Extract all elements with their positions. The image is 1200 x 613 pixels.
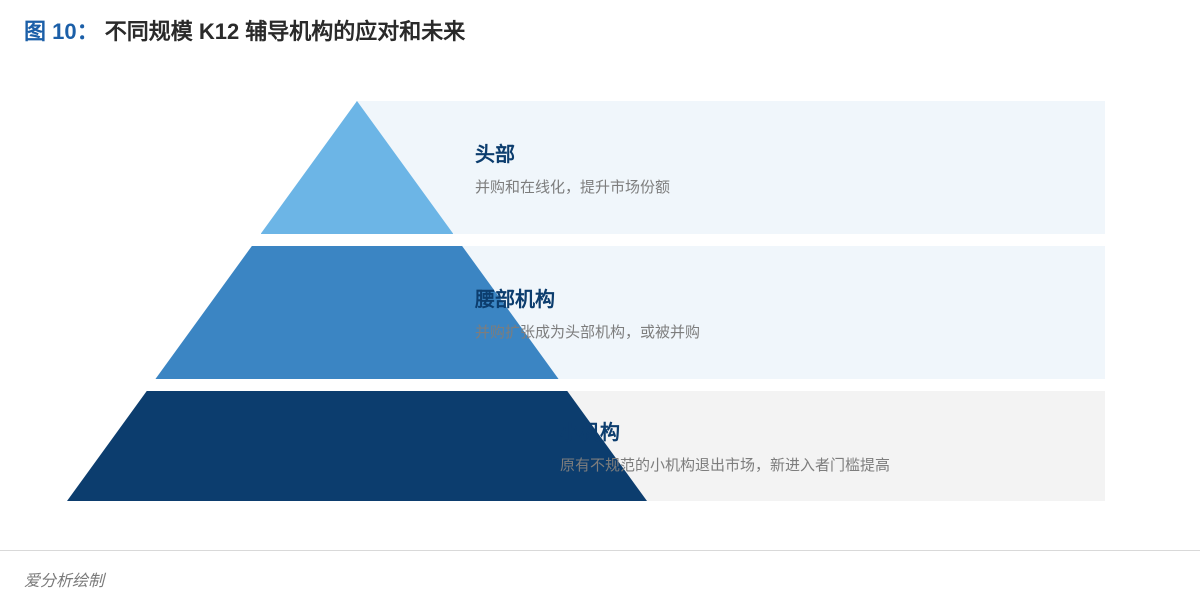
tier-title-2: 小机构 (560, 416, 890, 445)
tier-desc-1: 并购扩张成为头部机构，或被并购 (475, 322, 700, 343)
pyramid-tier-0: 头部并购和在线化，提升市场份额 (0, 101, 1200, 234)
tier-desc-0: 并购和在线化，提升市场份额 (475, 177, 670, 198)
pyramid-tier-1: 腰部机构并购扩张成为头部机构，或被并购 (0, 246, 1200, 379)
pyramid-tier-2: 小机构原有不规范的小机构退出市场，新进入者门槛提高 (0, 391, 1200, 501)
title-main: 不同规模 K12 辅导机构的应对和未来 (105, 19, 466, 44)
tier-text-0: 头部并购和在线化，提升市场份额 (475, 138, 670, 198)
tier-text-2: 小机构原有不规范的小机构退出市场，新进入者门槛提高 (560, 416, 890, 476)
figure-title: 图 10： 不同规模 K12 辅导机构的应对和未来 (0, 0, 1200, 56)
tier-text-1: 腰部机构并购扩张成为头部机构，或被并购 (475, 283, 700, 343)
tier-title-0: 头部 (475, 138, 670, 167)
tier-desc-2: 原有不规范的小机构退出市场，新进入者门槛提高 (560, 455, 890, 476)
tier-title-1: 腰部机构 (475, 283, 700, 312)
divider (0, 550, 1200, 551)
pyramid-chart: 头部并购和在线化，提升市场份额腰部机构并购扩张成为头部机构，或被并购小机构原有不… (0, 56, 1200, 511)
source-label: 爱分析绘制 (24, 567, 104, 591)
title-prefix: 图 10： (24, 19, 99, 44)
tier-bg-0 (356, 101, 1105, 234)
